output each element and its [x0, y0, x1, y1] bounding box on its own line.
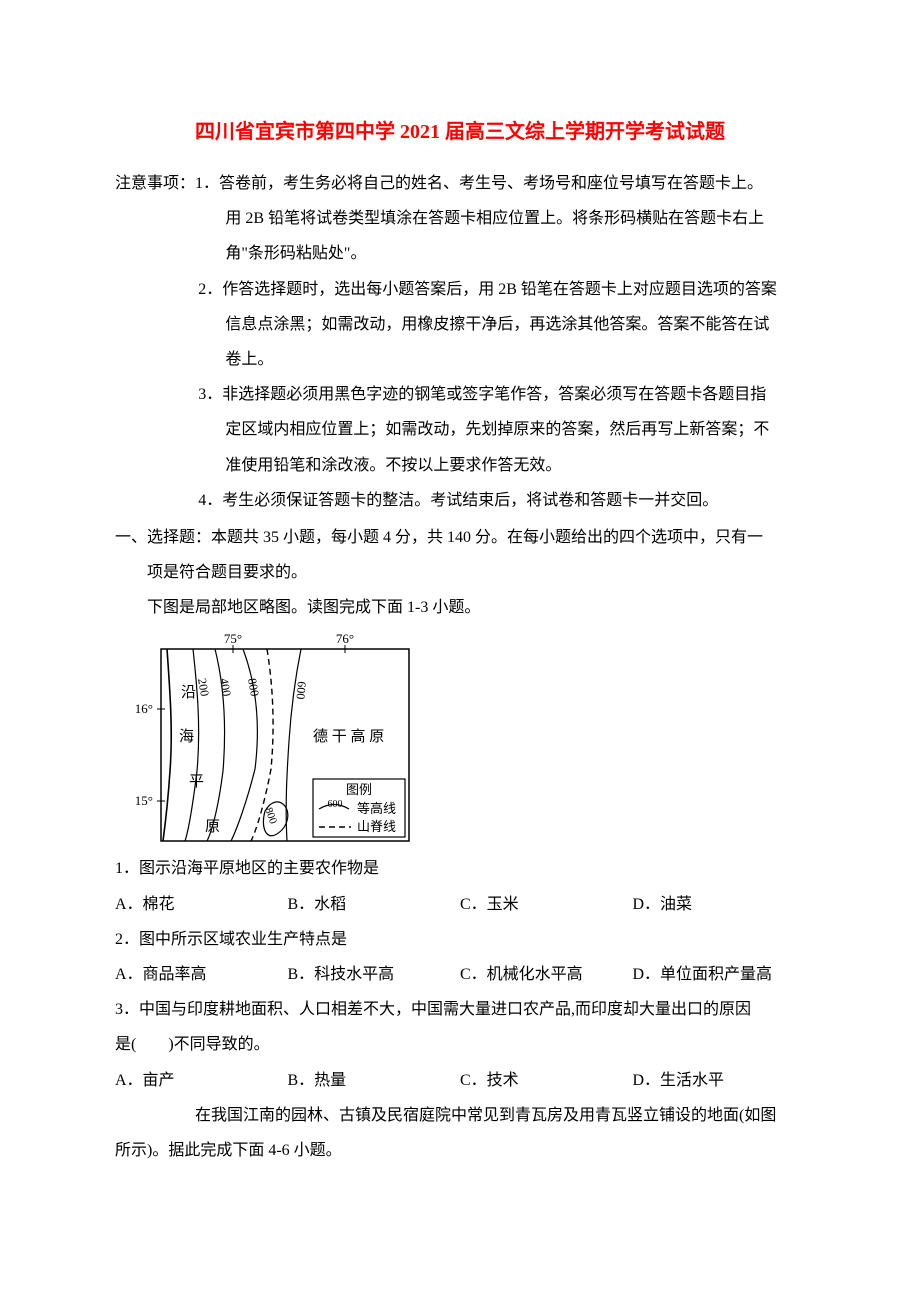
context-2-b: 所示)。据此完成下面 4-6 小题。 — [115, 1133, 805, 1168]
q3-stem-b: 是( )不同导致的。 — [115, 1027, 805, 1062]
q2-opt-a[interactable]: A．商品率高 — [115, 957, 288, 992]
instr-2-l1: 信息点涂黑；如需改动，用橡皮擦干净后，再选涂其他答案。答案不能答在试 — [115, 307, 805, 342]
q3-opt-c[interactable]: C．技术 — [460, 1063, 633, 1098]
exam-title: 四川省宜宾市第四中学 2021 届高三文综上学期开学考试试题 — [115, 110, 805, 154]
q3-opt-d[interactable]: D．生活水平 — [633, 1063, 806, 1098]
q3-options: A．亩产 B．热量 C．技术 D．生活水平 — [115, 1063, 805, 1098]
lat-15: 15° — [135, 793, 153, 808]
instruction-1-line1: 注意事项：1．答卷前，考生务必将自己的姓名、考生号、考场号和座位号填写在答题卡上… — [115, 166, 805, 201]
q2-stem: 2．图中所示区域农业生产特点是 — [115, 922, 805, 957]
lon-75: 75° — [224, 631, 242, 646]
map-label-yan: 沿 — [181, 684, 196, 701]
map-label-ping: 平 — [189, 774, 204, 790]
instruction-3-line1: 3．非选择题必须用黑色字迹的钢笔或签字笔作答，答案必须写在答题卡各题目指 — [115, 377, 805, 412]
instructions-label: 注意事项： — [115, 175, 195, 192]
lat-16: 16° — [135, 701, 153, 716]
map-label-hai: 海 — [179, 728, 194, 745]
q1-opt-d[interactable]: D．油菜 — [633, 887, 806, 922]
q1-opt-c[interactable]: C．玉米 — [460, 887, 633, 922]
q1-opt-b[interactable]: B．水稻 — [288, 887, 461, 922]
context-2-a: 在我国江南的园林、古镇及民宿庭院中常见到青瓦房及用青瓦竖立铺设的地面(如图 — [115, 1098, 805, 1133]
instruction-2-line1: 2．作答选择题时，选出每小题答案后，用 2B 铅笔在答题卡上对应题目选项的答案 — [115, 272, 805, 307]
legend-ridge-label: 山脊线 — [357, 819, 396, 834]
q1-options: A．棉花 B．水稻 C．玉米 D．油菜 — [115, 887, 805, 922]
map-label-yuan: 原 — [205, 819, 220, 835]
instr-1-l0: 答卷前，考生务必将自己的姓名、考生号、考场号和座位号填写在答题卡上。 — [219, 175, 763, 192]
instructions: 注意事项：1．答卷前，考生务必将自己的姓名、考生号、考场号和座位号填写在答题卡上… — [115, 166, 805, 518]
instr-1-num: 1． — [195, 175, 219, 192]
instr-2-l0: 作答选择题时，选出每小题答案后，用 2B 铅笔在答题卡上对应题目选项的答案 — [222, 281, 777, 298]
instr-2-l2: 卷上。 — [115, 342, 805, 377]
q2-opt-b[interactable]: B．科技水平高 — [288, 957, 461, 992]
legend-contour-value: 600 — [328, 799, 343, 810]
map-region-label: 德 干 高 原 — [313, 727, 384, 745]
instr-3-l0: 非选择题必须用黑色字迹的钢笔或签字笔作答，答案必须写在答题卡各题目指 — [222, 386, 766, 403]
q1-opt-a[interactable]: A．棉花 — [115, 887, 288, 922]
contour-600: 600 — [293, 681, 309, 700]
q2-opt-c[interactable]: C．机械化水平高 — [460, 957, 633, 992]
lon-76: 76° — [336, 631, 354, 646]
legend-title: 图例 — [346, 782, 372, 797]
instr-1-l2: 角"条形码粘贴处"。 — [115, 236, 805, 271]
instr-4-num: 4． — [198, 492, 222, 509]
q2-opt-d[interactable]: D．单位面积产量高 — [633, 957, 806, 992]
q2-options: A．商品率高 B．科技水平高 C．机械化水平高 D．单位面积产量高 — [115, 957, 805, 992]
q3-opt-b[interactable]: B．热量 — [288, 1063, 461, 1098]
legend-contour-label: 等高线 — [357, 801, 396, 816]
instruction-4-line1: 4．考生必须保证答题卡的整洁。考试结束后，将试卷和答题卡一并交回。 — [115, 483, 805, 518]
map-figure: 75° 76° 16° 15° 200 400 800 600 800 — [115, 631, 805, 851]
q3-opt-a[interactable]: A．亩产 — [115, 1063, 288, 1098]
instr-4-l0: 考生必须保证答题卡的整洁。考试结束后，将试卷和答题卡一并交回。 — [222, 492, 718, 509]
instr-3-l2: 准使用铅笔和涂改液。不按以上要求作答无效。 — [115, 448, 805, 483]
context-1: 下图是局部地区略图。读图完成下面 1-3 小题。 — [115, 590, 805, 625]
q3-stem-a: 3．中国与印度耕地面积、人口相差不大，中国需大量进口农产品,而印度却大量出口的原… — [115, 992, 805, 1027]
instr-2-num: 2． — [198, 281, 222, 298]
instr-3-num: 3． — [198, 386, 222, 403]
instr-1-l1: 用 2B 铅笔将试卷类型填涂在答题卡相应位置上。将条形码横贴在答题卡右上 — [115, 201, 805, 236]
section-heading-line1: 一、选择题：本题共 35 小题，每小题 4 分，共 140 分。在每小题给出的四… — [115, 520, 805, 555]
section-heading-line2: 项是符合题目要求的。 — [115, 555, 805, 590]
instr-3-l1: 定区域内相应位置上；如需改动，先划掉原来的答案，然后再写上新答案；不 — [115, 412, 805, 447]
q1-stem: 1．图示沿海平原地区的主要农作物是 — [115, 851, 805, 886]
